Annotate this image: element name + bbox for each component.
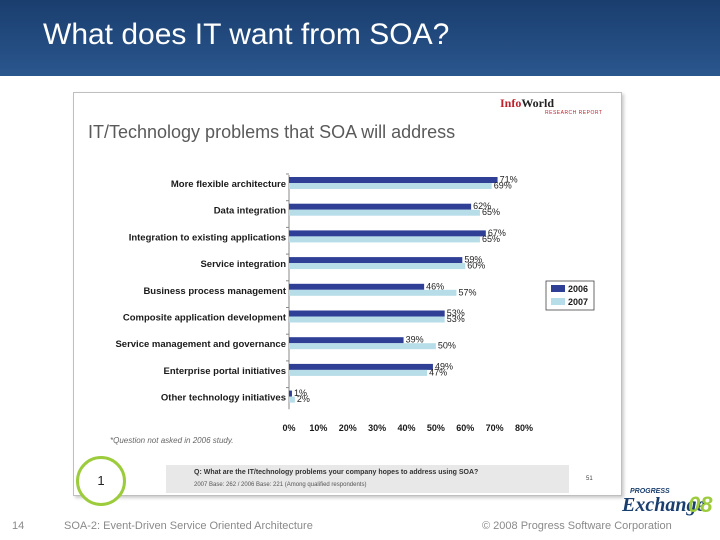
x-tick-label: 30% — [368, 423, 386, 433]
category-label: Business process management — [143, 286, 286, 297]
bar-2006 — [289, 177, 498, 183]
question-box: Q: What are the IT/technology problems y… — [166, 465, 569, 493]
infoworld-logo: InfoWorld — [500, 96, 554, 111]
infoworld-logo-info: Info — [500, 96, 522, 110]
bar-2006 — [289, 310, 445, 317]
bar-2006 — [289, 230, 486, 237]
callout-number: 1 — [97, 473, 105, 488]
data-label-2006: 59% — [464, 255, 482, 265]
chart-title: IT/Technology problems that SOA will add… — [88, 122, 456, 142]
data-label-2007: 53% — [447, 314, 465, 324]
x-tick-label: 20% — [339, 423, 357, 433]
x-tick-label: 60% — [456, 423, 474, 433]
x-tick-label: 40% — [397, 423, 415, 433]
bar-2007 — [289, 369, 428, 376]
exchange-logo-progress: PROGRESS — [630, 488, 670, 495]
chart-footnote: *Question not asked in 2006 study. — [110, 436, 234, 445]
exchange-logo-year: 08 — [688, 492, 713, 517]
x-tick-label: 70% — [486, 423, 504, 433]
slide-header: What does IT want from SOA? — [0, 0, 720, 76]
category-label: Enterprise portal initiatives — [164, 366, 286, 377]
legend-swatch-2007 — [551, 298, 565, 305]
research-report-label: RESEARCH REPORT — [545, 110, 603, 116]
category-label: Other technology initiatives — [161, 393, 286, 404]
data-label-2007: 65% — [482, 207, 500, 217]
slide-title: What does IT want from SOA? — [43, 18, 450, 51]
legend-swatch-2006 — [551, 285, 565, 292]
category-label: Composite application development — [123, 313, 287, 324]
data-label-2007: 47% — [429, 367, 447, 377]
data-label-2006: 46% — [426, 281, 444, 291]
exchange-logo: PROGRESS Exchange 08 — [618, 486, 718, 520]
question-text: Q: What are the IT/technology problems y… — [194, 469, 479, 476]
data-label-2007: 2% — [297, 394, 310, 404]
callout-number-badge: 1 — [76, 456, 126, 506]
bar-2006 — [289, 363, 433, 370]
data-label-2006: 49% — [435, 361, 453, 371]
bar-2006 — [289, 203, 472, 210]
data-label-2006: 71% — [500, 175, 518, 185]
data-label-2007: 57% — [458, 287, 476, 297]
question-base: 2007 Base: 262 / 2006 Base: 221 (Among q… — [194, 482, 367, 488]
data-label-2006: 67% — [488, 228, 506, 238]
bar-2006 — [289, 283, 425, 290]
data-label-2007: 50% — [438, 341, 456, 351]
bar-2006 — [289, 257, 463, 264]
category-label: Integration to existing applications — [129, 232, 286, 243]
footer-copyright: © 2008 Progress Software Corporation — [482, 520, 672, 532]
category-label: Data integration — [214, 206, 287, 217]
x-tick-label: 10% — [309, 423, 327, 433]
bar-2007 — [289, 209, 480, 216]
report-page-number: 51 — [586, 476, 593, 482]
data-label-2007: 60% — [467, 261, 485, 271]
category-label: More flexible architecture — [171, 179, 286, 190]
category-label: Service integration — [200, 259, 286, 270]
bar-2007 — [289, 289, 457, 296]
data-label-2006: 62% — [473, 201, 491, 211]
slide-page-number: 14 — [12, 520, 25, 532]
legend-label-2007: 2007 — [568, 297, 588, 307]
infoworld-logo-world: World — [521, 96, 555, 110]
data-label-2007: 65% — [482, 234, 500, 244]
bar-2007 — [289, 316, 445, 323]
data-label-2007: 69% — [494, 181, 512, 191]
x-tick-label: 80% — [515, 423, 533, 433]
bar-2007 — [289, 236, 480, 243]
x-tick-label: 0% — [282, 423, 295, 433]
bar-2006 — [289, 390, 292, 397]
data-label-2006: 1% — [294, 388, 307, 398]
bar-2007 — [289, 183, 492, 189]
legend-label-2006: 2006 — [568, 284, 588, 294]
footer-presentation-title: SOA-2: Event-Driven Service Oriented Arc… — [64, 520, 313, 532]
bar-2007 — [289, 343, 436, 350]
data-label-2006: 53% — [447, 308, 465, 318]
bar-2007 — [289, 396, 295, 403]
x-tick-label: 50% — [427, 423, 445, 433]
data-label-2006: 39% — [406, 335, 424, 345]
bar-2007 — [289, 263, 466, 270]
bar-2006 — [289, 337, 404, 344]
category-label: Service management and governance — [115, 339, 286, 350]
exchange-logo-text: Exchange — [622, 494, 706, 516]
